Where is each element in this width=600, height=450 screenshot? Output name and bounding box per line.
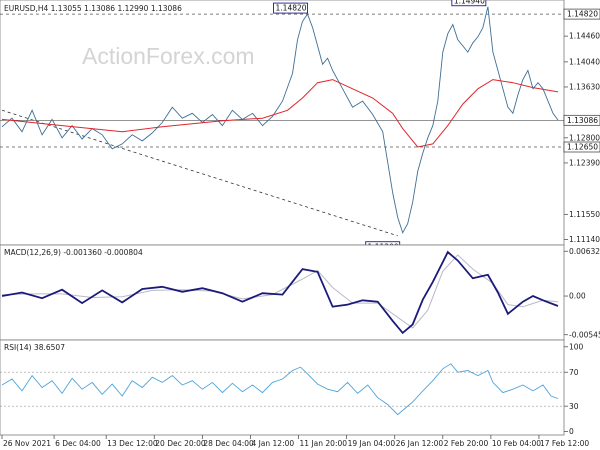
x-tick-label: 20 Dec 20:00 [155, 439, 206, 448]
y-tick-label: 70 [569, 368, 579, 377]
price-tag-box [563, 114, 600, 126]
x-tick-label: 6 Dec 04:00 [55, 439, 101, 448]
x-tick-label: 26 Jan 12:00 [396, 439, 444, 448]
level-tag-box [563, 141, 600, 153]
x-tick-label: 10 Feb 04:00 [492, 439, 541, 448]
y-tick-label: 0 [569, 427, 574, 436]
x-tick-label: 26 Nov 2021 [3, 439, 51, 448]
y-tick-label: -0.005455 [569, 330, 600, 339]
macd-panel-title: MACD(12,26,9) -0.001360 -0.000804 [4, 248, 143, 257]
watermark: ActionForex.com [82, 43, 255, 69]
y-tick-label: 0.00632 [569, 247, 600, 256]
x-tick-label: 4 Jan 12:00 [251, 439, 294, 448]
level-tag-label: 1.12650 [567, 143, 598, 152]
macd-panel-frame [0, 244, 565, 341]
y-tick-label: 100 [569, 342, 584, 351]
macd-panel: MACD(12,26,9) -0.001360 -0.000804 0.0063… [0, 244, 600, 341]
x-tick-label: 2 Feb 20:00 [444, 439, 489, 448]
annotation-box [273, 2, 308, 14]
y-tick-label: 1.13630 [569, 83, 600, 92]
price-panel-frame [0, 0, 565, 246]
price-panel-title: EURUSD,H4 1.13055 1.13086 1.12990 1.1308… [4, 4, 182, 13]
y-tick-label: 1.14460 [569, 32, 600, 41]
x-tick-label: 13 Dec 12:00 [107, 439, 158, 448]
rsi-y-axis: 100 70 30 0 [564, 342, 584, 436]
x-tick-label: 28 Dec 04:00 [203, 439, 254, 448]
x-tick-label: 17 Feb 12:00 [540, 439, 589, 448]
y-tick-label: 0.00 [569, 292, 586, 301]
rsi-series [1, 363, 559, 416]
macd-series [1, 250, 559, 335]
annotation-box [451, 0, 487, 7]
annotation-label: 1.14820 [276, 4, 307, 13]
rsi-panel-title: RSI(14) 38.6507 [4, 343, 65, 352]
x-tick-label: 11 Jan 20:00 [300, 439, 348, 448]
annotation-label: 1.14940 [454, 0, 485, 5]
y-tick-label: 30 [569, 402, 579, 411]
x-tick-label: 19 Jan 04:00 [348, 439, 396, 448]
y-tick-label: 1.12390 [569, 159, 600, 168]
level-tag-box [563, 8, 600, 20]
y-tick-label: 1.11140 [569, 235, 600, 244]
macd-signal-series [1, 254, 559, 329]
y-tick-label: 1.12800 [569, 133, 600, 142]
rsi-panel-frame [0, 339, 565, 436]
price-y-axis: 1.14460 1.14040 1.13630 1.12800 1.12390 1.115… [564, 32, 600, 244]
price-series [1, 6, 559, 234]
moving-average-series [1, 79, 559, 148]
y-tick-label: 1.14040 [569, 57, 600, 66]
y-tick-label: 1.11550 [569, 210, 600, 219]
macd-y-axis: 0.00632 0.00 -0.005455 [564, 247, 600, 339]
price-hlines: 1.14820 1.12650 1.13086 [0, 8, 600, 153]
price-panel: ActionForex.com EURUSD,H4 1.13055 1.1308… [0, 0, 600, 253]
rsi-panel: RSI(14) 38.6507 100 70 30 0 [0, 339, 584, 436]
price-tag-label: 1.13086 [567, 116, 598, 125]
level-tag-label: 1.14820 [567, 10, 598, 19]
